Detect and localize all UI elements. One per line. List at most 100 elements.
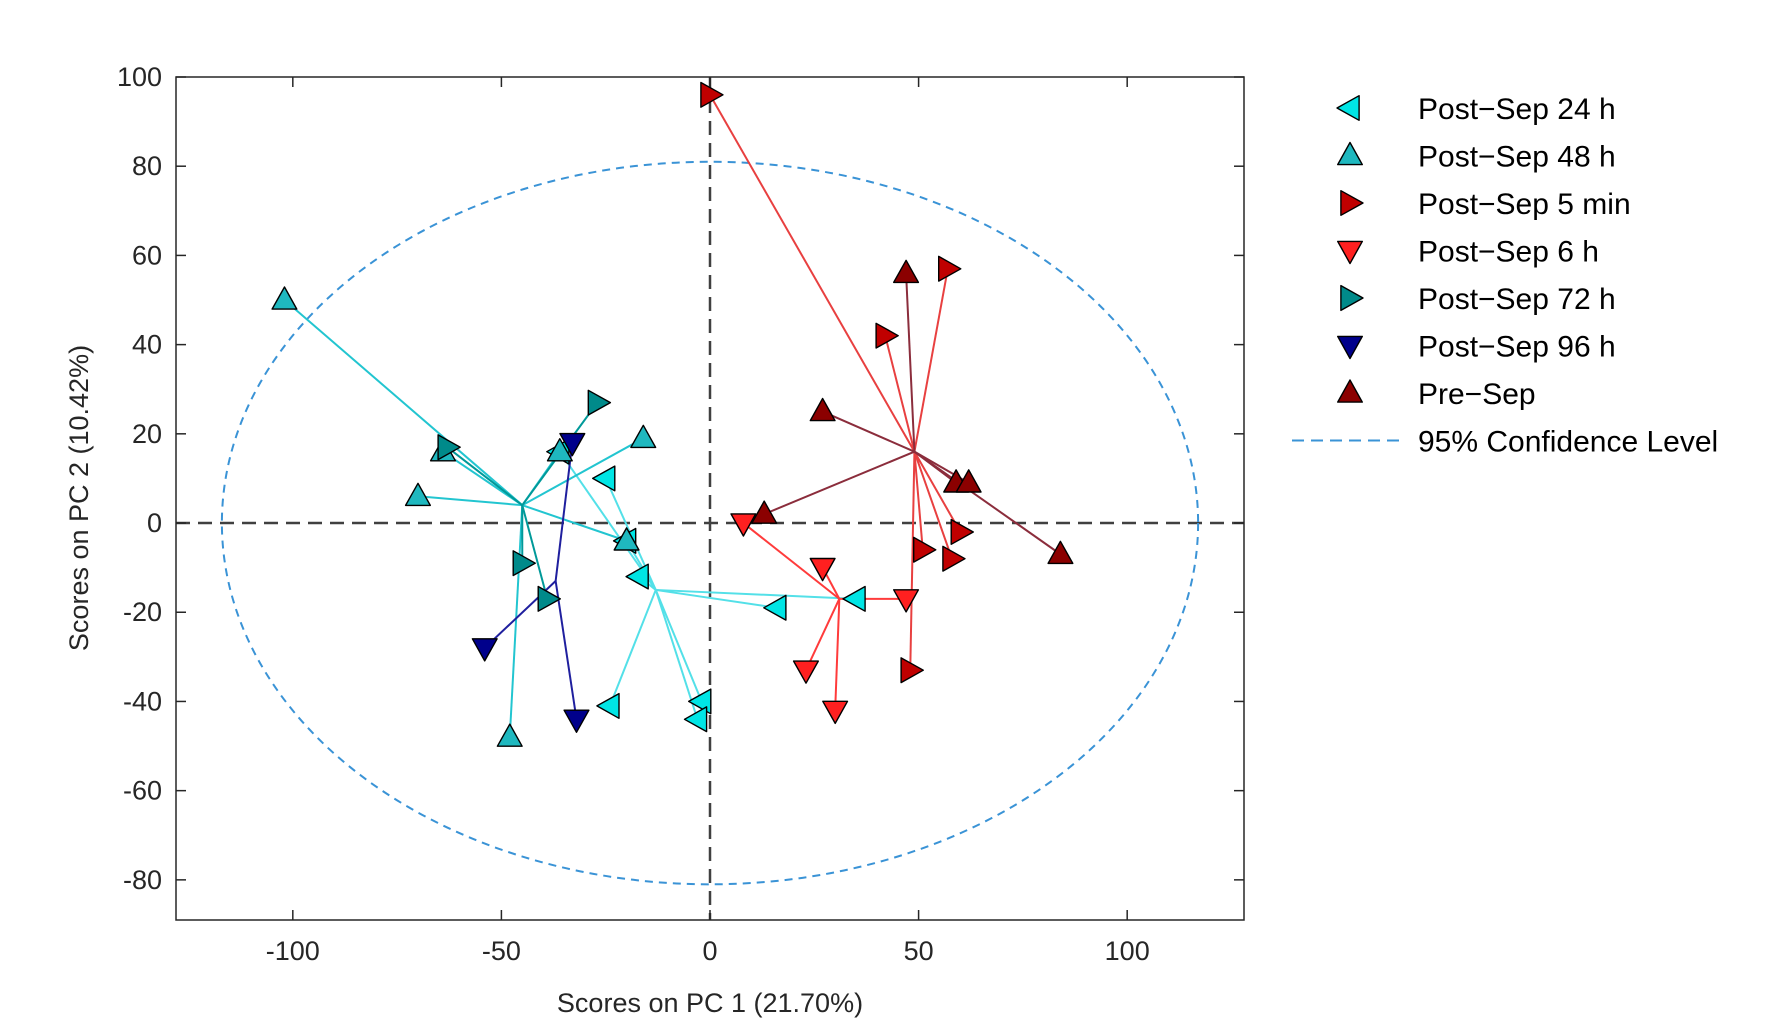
data-point-series-1-5 — [630, 424, 657, 449]
data-point-series-1-6 — [613, 527, 640, 551]
data-point-series-1-1 — [404, 482, 431, 507]
data-point-series-6-5 — [1047, 540, 1074, 565]
y-tick-label: 0 — [147, 508, 162, 538]
data-point-series-4-3 — [537, 585, 561, 612]
axis-ticks — [176, 76, 1244, 920]
data-point-series-2-5 — [913, 536, 937, 563]
data-points — [271, 81, 1074, 747]
y-tick-labels: -80 -60 -40 -20 0 20 40 60 80 100 — [117, 62, 162, 895]
data-point-series-3-1 — [809, 557, 836, 582]
legend-marker-series-6 — [1337, 379, 1363, 403]
connector-line-series-6-5 — [913, 450, 1062, 556]
x-tick-label: 50 — [904, 936, 934, 966]
data-point-series-4-1 — [587, 389, 612, 416]
legend: Post−Sep 24 h Post−Sep 48 h Post−Sep 5 min… — [1292, 93, 1718, 459]
data-point-series-3-3 — [822, 700, 849, 725]
data-point-series-0-0 — [592, 465, 616, 492]
data-point-series-5-0 — [559, 432, 586, 457]
legend-label-series-0: Post−Sep 24 h — [1418, 93, 1616, 126]
y-axis-label: Scores on PC 2 (10.42%) — [64, 345, 94, 651]
data-point-series-0-8 — [842, 585, 866, 612]
connector-line-series-2-6 — [909, 451, 916, 671]
connector-line-series-6-0 — [822, 410, 915, 453]
legend-label-series-2: Post−Sep 5 min — [1418, 188, 1631, 221]
connector-line-series-0-5 — [654, 589, 699, 720]
connector-line-series-1-3 — [508, 505, 524, 738]
confidence-ellipse — [220, 160, 1200, 886]
data-point-series-4-2 — [512, 550, 536, 577]
connector-line-series-3-3 — [834, 598, 841, 711]
y-tick-label: 80 — [132, 151, 162, 181]
connector-line-series-2-2 — [884, 335, 916, 452]
connector-line-series-1-2 — [442, 450, 523, 507]
connector-line-series-1-0 — [283, 299, 523, 506]
connector-line-series-2-3 — [913, 451, 962, 533]
data-point-series-0-1 — [625, 563, 649, 590]
data-point-series-4-0 — [437, 434, 461, 461]
connector-line-series-3-2 — [805, 598, 841, 671]
data-point-series-0-5 — [683, 706, 708, 733]
y-tick-label: -60 — [123, 776, 162, 806]
legend-marker-series-5 — [1337, 335, 1363, 360]
data-point-series-6-0 — [809, 397, 836, 422]
connector-line-series-5-2 — [554, 580, 578, 720]
legend-marker-series-4 — [1340, 284, 1364, 312]
legend-label-series-1: Post−Sep 48 h — [1418, 141, 1616, 174]
connector-line-series-2-4 — [913, 451, 953, 560]
connector-line-series-3-0 — [742, 522, 840, 600]
data-point-series-3-2 — [792, 660, 819, 684]
legend-marker-series-2 — [1340, 190, 1364, 216]
data-point-series-2-6 — [900, 657, 924, 684]
connector-line-series-6-1 — [763, 450, 915, 516]
data-point-series-1-3 — [496, 723, 523, 747]
data-point-series-2-3 — [950, 518, 974, 545]
data-point-series-2-2 — [875, 322, 899, 349]
reference-lines — [176, 77, 1244, 920]
connector-line-series-2-1 — [913, 268, 949, 452]
connector-line-series-2-5 — [913, 451, 924, 550]
connector-line-series-0-8 — [655, 588, 857, 600]
connector-line-series-0-4 — [654, 589, 703, 702]
data-point-series-0-3 — [596, 692, 620, 719]
data-point-series-3-4 — [893, 589, 920, 613]
data-point-series-2-4 — [942, 545, 966, 572]
data-point-series-5-1 — [471, 638, 498, 662]
data-point-series-3-0 — [730, 513, 757, 537]
connector-line-series-6-2 — [905, 273, 916, 452]
confidence-ellipse-group — [220, 160, 1200, 886]
data-point-series-0-2 — [763, 594, 787, 621]
legend-marker-series-3 — [1337, 240, 1363, 265]
data-point-series-5-2 — [563, 709, 590, 733]
y-tick-label: -40 — [123, 686, 162, 716]
legend-marker-series-1 — [1337, 141, 1363, 166]
x-axis-label: Scores on PC 1 (21.70%) — [557, 988, 863, 1018]
connector-line-series-5-0 — [554, 442, 574, 582]
y-tick-label: 20 — [132, 419, 162, 449]
x-tick-label: 100 — [1105, 936, 1150, 966]
data-point-series-2-1 — [938, 255, 962, 282]
connector-line-series-2-0 — [709, 94, 916, 453]
connector-line-series-1-6 — [521, 504, 627, 542]
y-tick-label: -20 — [123, 597, 162, 627]
data-point-series-6-4 — [955, 469, 982, 493]
connector-line-series-0-2 — [655, 588, 777, 609]
legend-label-series-3: Post−Sep 6 h — [1418, 236, 1599, 269]
x-tick-label: -100 — [266, 936, 320, 966]
y-tick-label: 60 — [132, 240, 162, 270]
x-tick-label: 0 — [702, 936, 717, 966]
connector-line-series-1-1 — [417, 495, 523, 507]
x-tick-labels: -100 -50 0 50 100 — [266, 936, 1150, 966]
connector-line-series-0-3 — [608, 589, 657, 707]
y-tick-label: 100 — [117, 62, 162, 92]
data-point-series-1-0 — [271, 286, 298, 310]
data-point-series-2-0 — [700, 81, 724, 108]
legend-marker-series-0 — [1336, 95, 1360, 121]
connector-line-series-1-5 — [521, 437, 644, 507]
connector-line-series-4-3 — [521, 504, 549, 600]
connector-line-series-4-0 — [446, 446, 523, 506]
data-point-series-6-1 — [751, 500, 778, 524]
x-tick-label: -50 — [482, 936, 521, 966]
legend-label-series-6: Pre−Sep — [1418, 378, 1536, 411]
data-point-series-6-2 — [893, 259, 920, 284]
